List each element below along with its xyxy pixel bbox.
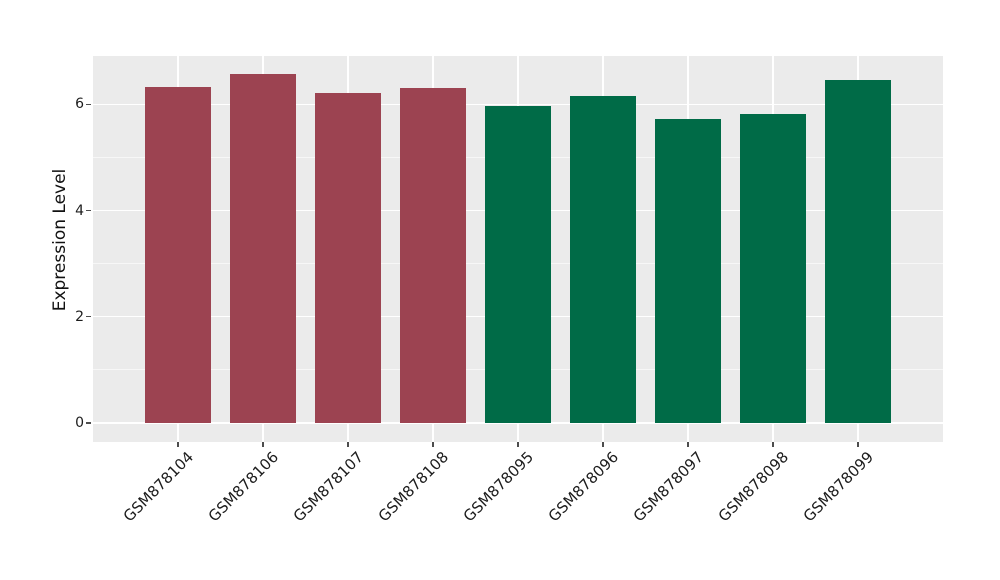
x-tick-mark-GSM878099 xyxy=(857,442,859,447)
bar-GSM878107 xyxy=(315,92,381,423)
x-tick-text-GSM878096: GSM878096 xyxy=(544,448,622,526)
x-tick-mark-GSM878107 xyxy=(347,442,349,447)
y-tick-mark-6 xyxy=(86,103,91,106)
x-tick-mark-GSM878108 xyxy=(432,442,434,447)
x-tick-mark-GSM878104 xyxy=(177,442,179,447)
bar-GSM878097 xyxy=(655,118,721,423)
y-tick-label-6: 6 xyxy=(75,96,84,113)
x-tick-text-GSM878098: GSM878098 xyxy=(714,448,792,526)
x-tick-mark-GSM878096 xyxy=(602,442,604,447)
x-tick-mark-GSM878095 xyxy=(517,442,519,447)
x-tick-mark-GSM878097 xyxy=(687,442,689,447)
y-tick-mark-4 xyxy=(86,209,91,212)
plot-panel xyxy=(93,56,943,442)
bar-GSM878096 xyxy=(570,95,636,423)
y-tick-mark-0 xyxy=(86,422,91,424)
y-tick-label-2: 2 xyxy=(75,308,84,325)
bar-GSM878106 xyxy=(230,73,296,423)
bar-GSM878108 xyxy=(400,87,466,423)
x-tick-text-GSM878104: GSM878104 xyxy=(119,448,197,526)
bar-GSM878098 xyxy=(740,113,806,423)
x-tick-text-GSM878107: GSM878107 xyxy=(289,448,367,526)
y-tick-label-0: 0 xyxy=(75,414,84,431)
x-tick-text-GSM878097: GSM878097 xyxy=(629,448,707,526)
bar-GSM878104 xyxy=(145,86,211,423)
bar-GSM878095 xyxy=(485,105,551,423)
x-tick-text-GSM878099: GSM878099 xyxy=(799,448,877,526)
y-tick-label-4: 4 xyxy=(75,202,84,219)
x-tick-text-GSM878095: GSM878095 xyxy=(459,448,537,526)
x-tick-mark-GSM878098 xyxy=(772,442,774,447)
x-tick-mark-GSM878106 xyxy=(262,442,264,447)
bar-GSM878099 xyxy=(825,80,891,423)
y-axis-title: Expression Level xyxy=(50,168,70,312)
y-tick-mark-2 xyxy=(86,315,91,318)
x-tick-text-GSM878108: GSM878108 xyxy=(374,448,452,526)
x-tick-text-GSM878106: GSM878106 xyxy=(204,448,282,526)
